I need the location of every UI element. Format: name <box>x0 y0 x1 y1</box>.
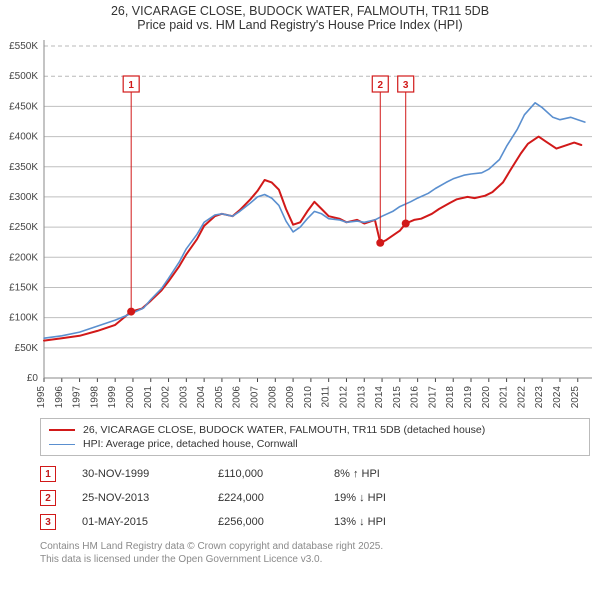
svg-text:2008: 2008 <box>267 386 278 409</box>
svg-text:2012: 2012 <box>338 386 349 409</box>
svg-text:2000: 2000 <box>125 386 136 409</box>
line-chart-svg: £0 £50K £100K £150K £200K £250K £300K £350K £400… <box>0 34 600 414</box>
svg-text:£50K: £50K <box>15 343 39 354</box>
svg-text:2: 2 <box>377 80 383 91</box>
svg-text:2011: 2011 <box>321 386 332 408</box>
svg-text:2022: 2022 <box>516 386 527 409</box>
marker-number-box: 2 <box>40 490 56 506</box>
svg-text:2025: 2025 <box>570 386 581 409</box>
svg-text:3: 3 <box>403 80 409 91</box>
marker-row: 2 25-NOV-2013 £224,000 19% ↓ HPI <box>40 486 590 510</box>
svg-text:2016: 2016 <box>410 386 421 409</box>
legend: 26, VICARAGE CLOSE, BUDOCK WATER, FALMOU… <box>40 418 590 456</box>
svg-text:2006: 2006 <box>232 386 243 409</box>
svg-text:£100K: £100K <box>9 313 38 324</box>
svg-text:£200K: £200K <box>9 252 38 263</box>
legend-item: 26, VICARAGE CLOSE, BUDOCK WATER, FALMOU… <box>49 423 581 437</box>
footer-line-1: Contains HM Land Registry data © Crown c… <box>40 540 590 553</box>
sale-markers-table: 1 30-NOV-1999 £110,000 8% ↑ HPI 2 25-NOV-2013… <box>40 462 590 534</box>
svg-text:2021: 2021 <box>499 386 510 409</box>
legend-label: HPI: Average price, detached house, Corn… <box>83 438 298 450</box>
svg-text:£0: £0 <box>27 373 39 384</box>
svg-text:2005: 2005 <box>214 386 225 409</box>
svg-text:£500K: £500K <box>9 71 38 82</box>
svg-text:2019: 2019 <box>463 386 474 409</box>
svg-text:£450K: £450K <box>9 101 38 112</box>
marker-price: £224,000 <box>218 492 308 504</box>
footer-attribution: Contains HM Land Registry data © Crown c… <box>40 540 590 566</box>
svg-text:£350K: £350K <box>9 162 38 173</box>
svg-text:£300K: £300K <box>9 192 38 203</box>
marker-pct: 13% ↓ HPI <box>334 516 454 528</box>
svg-text:1997: 1997 <box>72 386 83 409</box>
svg-text:2004: 2004 <box>196 386 207 409</box>
svg-text:2015: 2015 <box>392 386 403 409</box>
svg-text:1: 1 <box>128 80 134 91</box>
marker-pct: 8% ↑ HPI <box>334 468 454 480</box>
svg-text:2003: 2003 <box>178 386 189 409</box>
marker-price: £110,000 <box>218 468 308 480</box>
marker-pct: 19% ↓ HPI <box>334 492 454 504</box>
legend-label: 26, VICARAGE CLOSE, BUDOCK WATER, FALMOU… <box>83 424 485 436</box>
legend-swatch <box>49 429 75 431</box>
svg-text:2007: 2007 <box>250 386 261 409</box>
svg-text:£550K: £550K <box>9 41 38 52</box>
marker-price: £256,000 <box>218 516 308 528</box>
svg-text:1998: 1998 <box>89 386 100 409</box>
marker-date: 01-MAY-2015 <box>82 516 192 528</box>
marker-number-box: 3 <box>40 514 56 530</box>
svg-text:2010: 2010 <box>303 386 314 409</box>
marker-number-box: 1 <box>40 466 56 482</box>
svg-text:2013: 2013 <box>356 386 367 409</box>
chart-title: 26, VICARAGE CLOSE, BUDOCK WATER, FALMOU… <box>0 0 600 34</box>
svg-text:£400K: £400K <box>9 132 38 143</box>
title-line-2: Price paid vs. HM Land Registry's House … <box>8 18 592 32</box>
svg-text:2002: 2002 <box>161 386 172 409</box>
legend-swatch <box>49 444 75 445</box>
footer-line-2: This data is licensed under the Open Gov… <box>40 553 590 566</box>
svg-text:1996: 1996 <box>54 386 65 409</box>
svg-text:2024: 2024 <box>552 386 563 409</box>
marker-date: 25-NOV-2013 <box>82 492 192 504</box>
svg-text:2014: 2014 <box>374 386 385 409</box>
svg-text:1999: 1999 <box>107 386 118 409</box>
chart-area: £0 £50K £100K £150K £200K £250K £300K £350K £400… <box>0 34 600 414</box>
marker-date: 30-NOV-1999 <box>82 468 192 480</box>
legend-item: HPI: Average price, detached house, Corn… <box>49 437 581 451</box>
svg-text:1995: 1995 <box>36 386 47 409</box>
marker-row: 3 01-MAY-2015 £256,000 13% ↓ HPI <box>40 510 590 534</box>
svg-text:£250K: £250K <box>9 222 38 233</box>
marker-row: 1 30-NOV-1999 £110,000 8% ↑ HPI <box>40 462 590 486</box>
svg-text:2018: 2018 <box>445 386 456 409</box>
svg-text:£150K: £150K <box>9 282 38 293</box>
svg-text:2020: 2020 <box>481 386 492 409</box>
svg-text:2009: 2009 <box>285 386 296 409</box>
svg-text:2017: 2017 <box>427 386 438 409</box>
svg-text:2023: 2023 <box>534 386 545 409</box>
title-line-1: 26, VICARAGE CLOSE, BUDOCK WATER, FALMOU… <box>8 4 592 18</box>
svg-text:2001: 2001 <box>143 386 154 409</box>
